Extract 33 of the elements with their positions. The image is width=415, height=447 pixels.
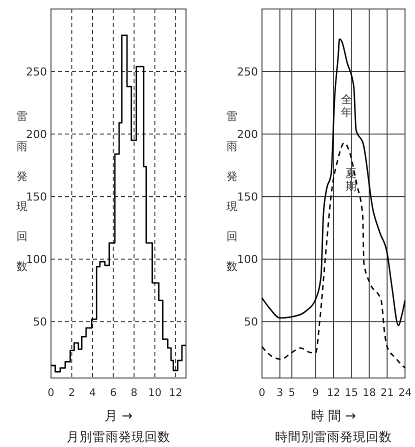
y-tick-label: 50	[33, 316, 47, 329]
x-tick-label: 5	[288, 387, 296, 399]
series-label: 全年	[340, 93, 352, 120]
x-tick-label: 10	[148, 387, 162, 399]
x-tick-label: 12	[326, 387, 340, 399]
x-tick-label: 24	[398, 387, 412, 399]
text: 雷雨発現回数	[226, 110, 238, 273]
x-tick-label: 15	[344, 387, 358, 399]
x-axis-title: 月 →	[104, 409, 133, 424]
x-axis-title: 時 間 →	[310, 409, 356, 424]
x-tick-label: 18	[362, 387, 376, 399]
y-tick-label: 250	[237, 66, 258, 79]
text: 月別雷雨発現回数	[66, 429, 170, 444]
x-tick-label: 0	[258, 387, 266, 399]
y-tick-label: 200	[237, 128, 258, 142]
y-tick-label: 150	[237, 190, 258, 204]
y-tick-label: 100	[26, 253, 47, 266]
text: 雷雨発現回数	[16, 110, 28, 273]
x-tick-label: 8	[130, 387, 138, 399]
y-tick-label: 150	[26, 190, 47, 204]
x-tick-label: 21	[380, 387, 394, 399]
y-tick-label: 50	[244, 316, 258, 329]
x-tick-label: 6	[110, 387, 117, 399]
y-tick-label: 100	[237, 253, 258, 266]
x-tick-label: 9	[312, 387, 319, 399]
x-tick-label: 12	[168, 387, 182, 399]
y-tick-label: 250	[26, 66, 47, 79]
text: 時間別雷雨発現回数	[275, 429, 392, 444]
x-tick-label: 3	[276, 387, 284, 399]
x-tick-label: 0	[48, 387, 54, 399]
x-tick-label: 4	[89, 387, 96, 399]
y-tick-label: 200	[26, 128, 47, 142]
x-tick-label: 2	[68, 387, 76, 399]
